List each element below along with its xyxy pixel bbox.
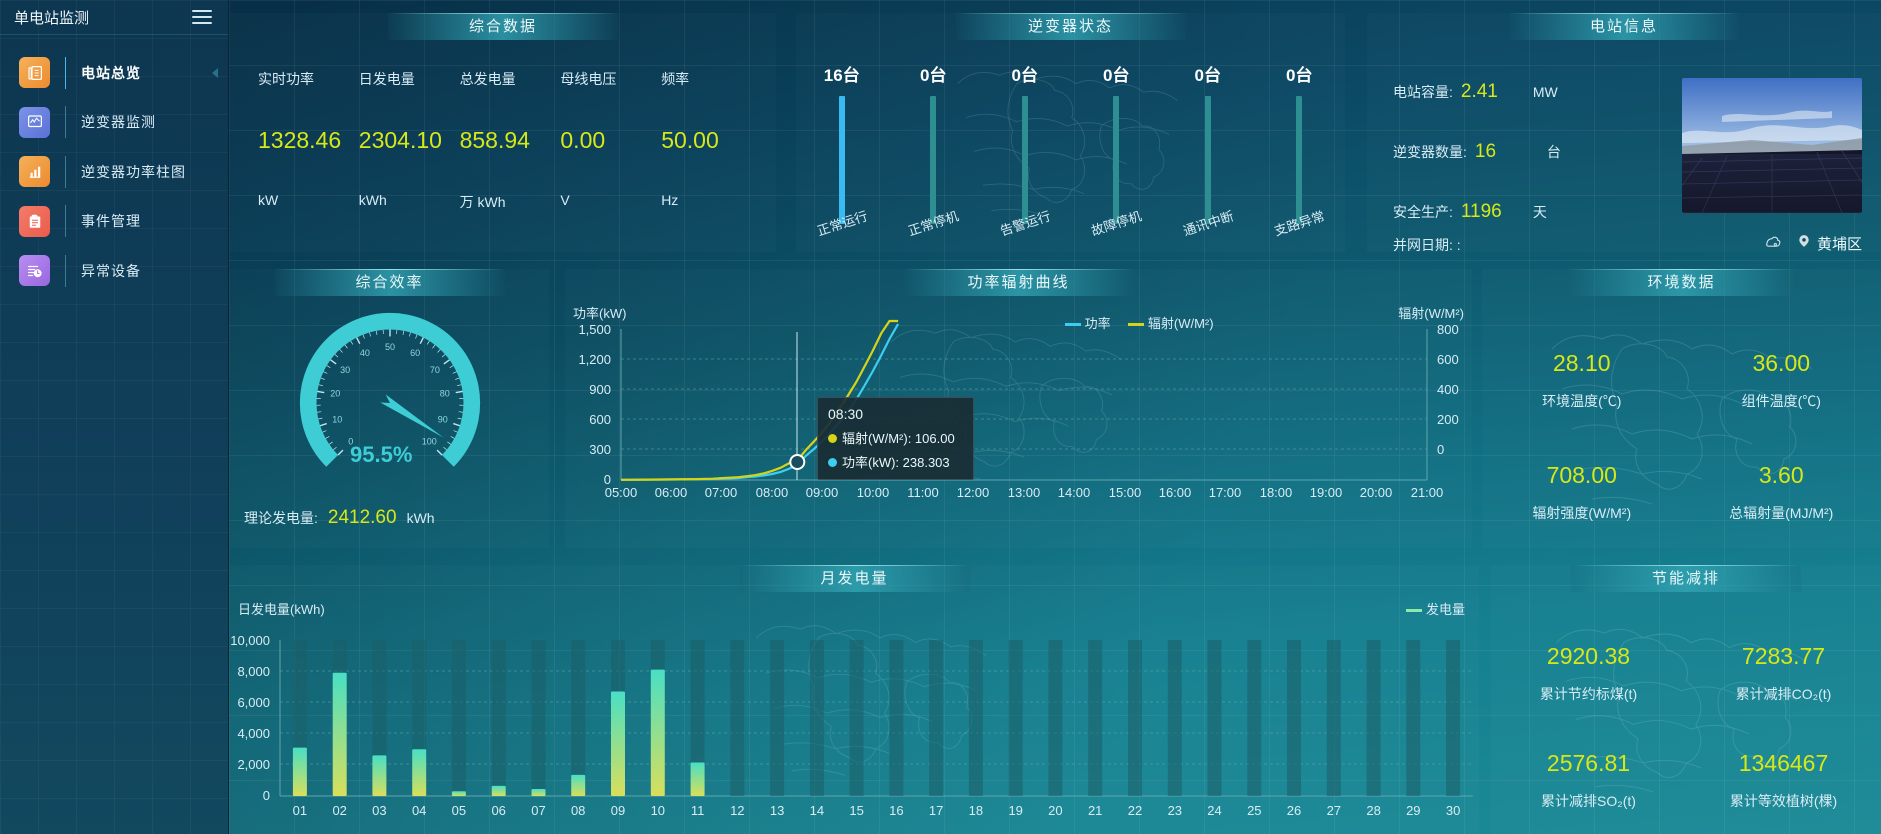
svg-text:900: 900 — [589, 382, 611, 397]
svg-text:11: 11 — [691, 803, 705, 818]
svg-text:30: 30 — [1446, 803, 1460, 818]
svg-text:600: 600 — [589, 412, 611, 427]
svg-text:15: 15 — [849, 803, 863, 818]
svg-text:12: 12 — [730, 803, 744, 818]
svg-text:06: 06 — [491, 803, 505, 818]
svg-text:20: 20 — [1048, 803, 1062, 818]
svg-text:10: 10 — [332, 415, 342, 425]
svg-text:800: 800 — [1437, 322, 1459, 337]
svg-text:18:00: 18:00 — [1260, 485, 1293, 500]
svg-text:13:00: 13:00 — [1008, 485, 1041, 500]
svg-text:05:00: 05:00 — [605, 485, 638, 500]
svg-text:10:00: 10:00 — [857, 485, 890, 500]
svg-text:21:00: 21:00 — [1411, 485, 1444, 500]
svg-text:21: 21 — [1088, 803, 1102, 818]
svg-text:29: 29 — [1406, 803, 1420, 818]
svg-text:1,500: 1,500 — [578, 322, 611, 337]
svg-text:28: 28 — [1366, 803, 1380, 818]
svg-text:100: 100 — [422, 437, 437, 447]
svg-text:60: 60 — [410, 348, 420, 358]
svg-text:0: 0 — [1437, 442, 1444, 457]
svg-text:50: 50 — [385, 342, 395, 352]
svg-text:1,200: 1,200 — [578, 352, 611, 367]
svg-text:05: 05 — [452, 803, 466, 818]
svg-text:25: 25 — [1247, 803, 1261, 818]
svg-text:600: 600 — [1437, 352, 1459, 367]
svg-text:15:00: 15:00 — [1109, 485, 1142, 500]
svg-text:10: 10 — [651, 803, 665, 818]
svg-text:2,000: 2,000 — [237, 757, 270, 772]
svg-text:300: 300 — [589, 442, 611, 457]
svg-text:14: 14 — [810, 803, 824, 818]
svg-text:08: 08 — [571, 803, 585, 818]
svg-text:13: 13 — [770, 803, 784, 818]
svg-text:80: 80 — [440, 389, 450, 399]
svg-text:26: 26 — [1287, 803, 1301, 818]
svg-text:8,000: 8,000 — [237, 664, 270, 679]
svg-text:09: 09 — [611, 803, 625, 818]
svg-text:0: 0 — [263, 788, 270, 803]
svg-text:06:00: 06:00 — [655, 485, 688, 500]
svg-text:11:00: 11:00 — [907, 485, 939, 500]
svg-text:12:00: 12:00 — [957, 485, 990, 500]
svg-text:09:00: 09:00 — [806, 485, 839, 500]
svg-text:02: 02 — [332, 803, 346, 818]
svg-text:16: 16 — [889, 803, 903, 818]
svg-text:07:00: 07:00 — [705, 485, 738, 500]
svg-text:70: 70 — [430, 365, 440, 375]
svg-text:20:00: 20:00 — [1360, 485, 1393, 500]
svg-text:07: 07 — [531, 803, 545, 818]
svg-text:10,000: 10,000 — [230, 633, 270, 648]
svg-text:17:00: 17:00 — [1209, 485, 1242, 500]
svg-text:17: 17 — [929, 803, 943, 818]
svg-text:19: 19 — [1008, 803, 1022, 818]
svg-text:4,000: 4,000 — [237, 726, 270, 741]
svg-text:01: 01 — [293, 803, 307, 818]
svg-text:30: 30 — [340, 365, 350, 375]
svg-text:27: 27 — [1327, 803, 1341, 818]
svg-text:200: 200 — [1437, 412, 1459, 427]
svg-text:18: 18 — [969, 803, 983, 818]
svg-text:24: 24 — [1207, 803, 1221, 818]
svg-text:400: 400 — [1437, 382, 1459, 397]
svg-text:04: 04 — [412, 803, 426, 818]
svg-text:6,000: 6,000 — [237, 695, 270, 710]
svg-text:40: 40 — [360, 348, 370, 358]
svg-text:03: 03 — [372, 803, 386, 818]
svg-text:20: 20 — [330, 389, 340, 399]
svg-text:19:00: 19:00 — [1310, 485, 1343, 500]
svg-text:16:00: 16:00 — [1159, 485, 1192, 500]
svg-text:90: 90 — [438, 415, 448, 425]
svg-text:22: 22 — [1128, 803, 1142, 818]
svg-text:23: 23 — [1168, 803, 1182, 818]
svg-text:08:00: 08:00 — [756, 485, 789, 500]
svg-text:14:00: 14:00 — [1058, 485, 1091, 500]
